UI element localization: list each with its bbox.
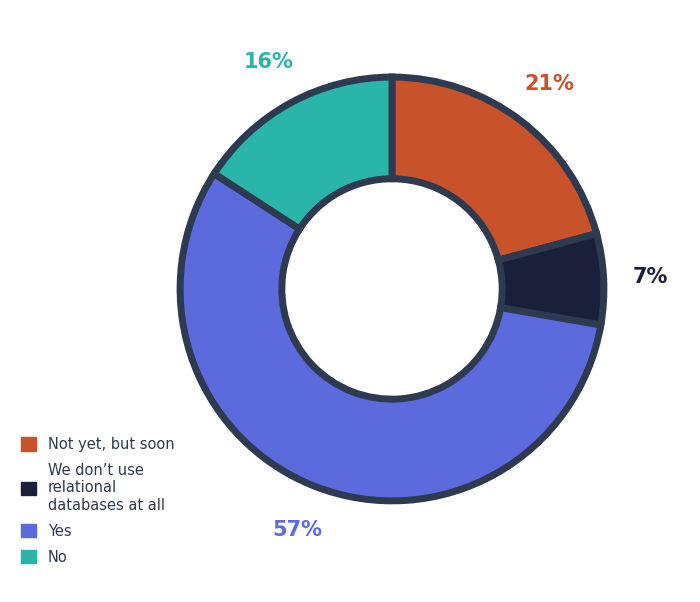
Wedge shape — [392, 77, 596, 260]
Wedge shape — [498, 234, 604, 325]
Text: 16%: 16% — [244, 52, 293, 72]
Text: 7%: 7% — [633, 267, 668, 287]
Wedge shape — [180, 173, 601, 501]
Legend: Not yet, but soon, We don’t use
relational
databases at all, Yes, No: Not yet, but soon, We don’t use relation… — [21, 437, 174, 565]
Text: 21%: 21% — [524, 73, 574, 94]
Text: 57%: 57% — [273, 520, 323, 539]
Wedge shape — [214, 77, 392, 229]
